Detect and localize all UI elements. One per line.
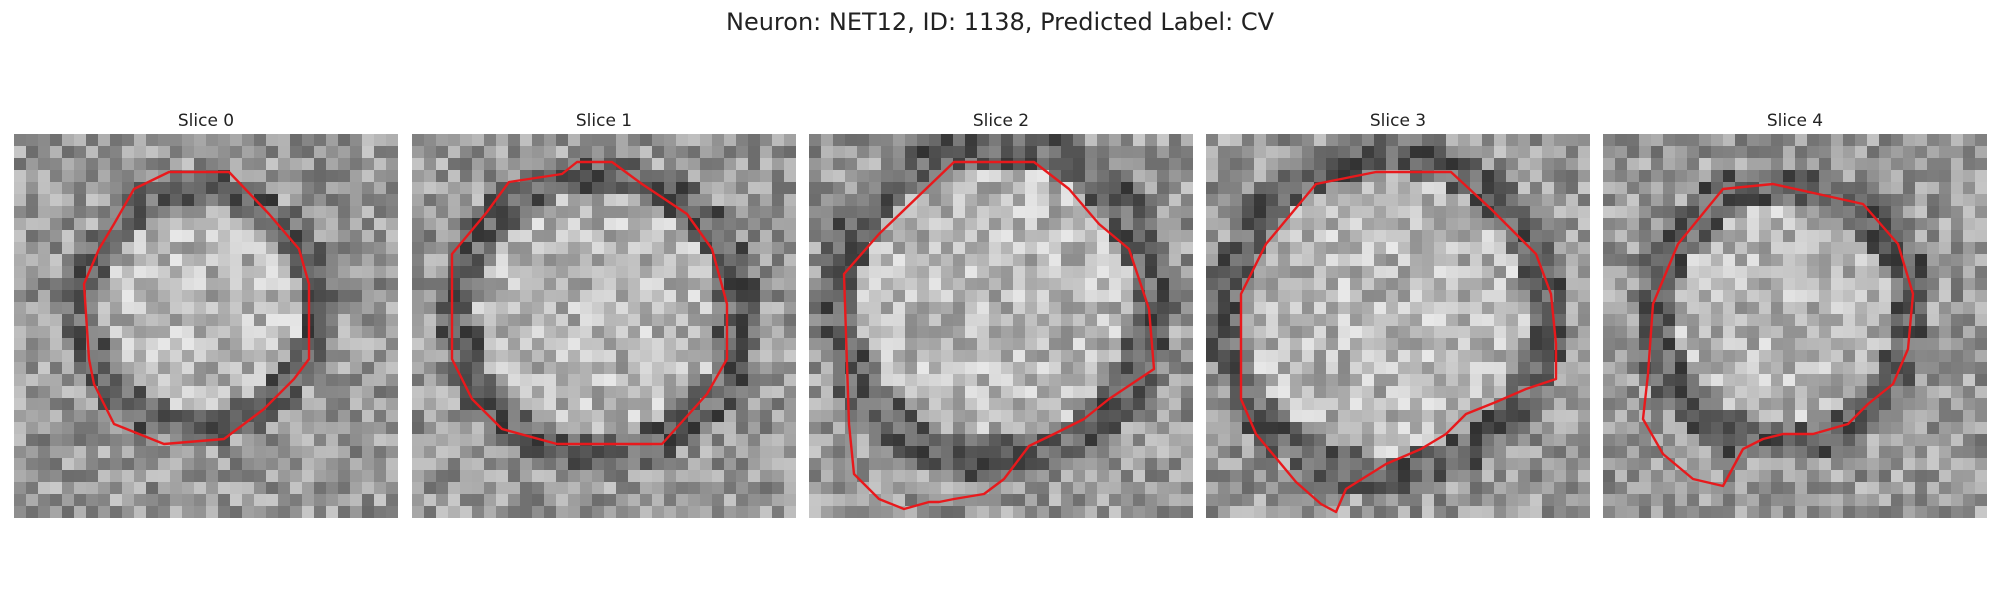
contour-outline xyxy=(1239,170,1558,514)
slice-panel-1: Slice 1 xyxy=(412,108,796,518)
slice-title-1: Slice 1 xyxy=(575,111,633,131)
slice-panel-2: Slice 2 xyxy=(809,108,1193,518)
slice-image-0 xyxy=(14,134,398,518)
slice-image-1 xyxy=(412,134,796,518)
slice-pixels xyxy=(1603,134,1987,518)
slice-pixels xyxy=(14,134,398,518)
contour-outline xyxy=(82,170,311,446)
slice-panel-4: Slice 4 xyxy=(1603,108,1987,518)
slice-pixels xyxy=(1206,134,1590,518)
slice-pixels xyxy=(412,134,796,518)
contour-outline xyxy=(1641,182,1915,488)
slice-title-0: Slice 0 xyxy=(177,111,235,131)
slice-title-3: Slice 3 xyxy=(1369,111,1427,131)
slice-image-3 xyxy=(1206,134,1590,518)
figure-title: Neuron: NET12, ID: 1138, Predicted Label… xyxy=(726,8,1274,36)
slice-title-2: Slice 2 xyxy=(972,111,1030,131)
slice-image-2 xyxy=(809,134,1193,518)
slice-panel-3: Slice 3 xyxy=(1206,108,1590,518)
contour-outline xyxy=(450,160,729,446)
slice-panel-0: Slice 0 xyxy=(14,108,398,518)
slice-image-4 xyxy=(1603,134,1987,518)
contour-outline xyxy=(842,160,1156,511)
slice-title-4: Slice 4 xyxy=(1766,111,1824,131)
slice-pixels xyxy=(809,134,1193,518)
